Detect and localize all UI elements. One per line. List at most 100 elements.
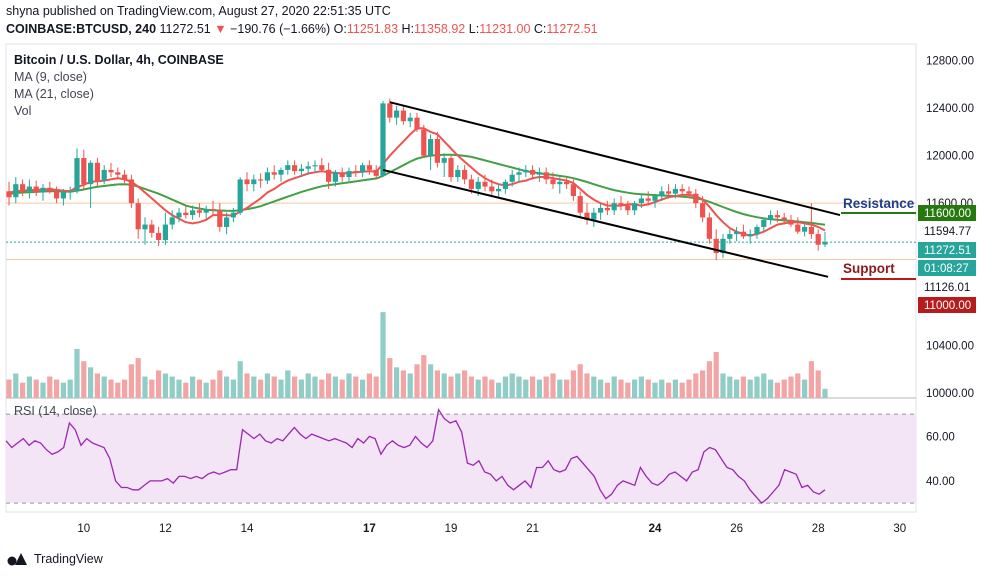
candle-body — [788, 219, 794, 225]
candle-body — [292, 165, 298, 172]
volume-bar — [448, 376, 454, 398]
candle-body — [258, 179, 264, 181]
volume-bar — [774, 382, 780, 398]
volume-bar — [618, 379, 624, 398]
volume-bar — [659, 379, 665, 398]
price-change: −190.76 (−1.66%) — [230, 22, 331, 36]
volume-bar — [795, 373, 801, 398]
candle-body — [509, 174, 515, 182]
volume-bar — [550, 373, 556, 398]
candle-body — [217, 210, 223, 227]
candle-body — [502, 181, 508, 189]
candle-body — [360, 165, 366, 173]
candle-body — [326, 169, 332, 182]
candle-body — [448, 158, 454, 178]
volume-bar — [489, 379, 495, 398]
candle-body — [734, 231, 740, 235]
volume-bar — [713, 352, 719, 398]
candle-body — [6, 191, 12, 198]
candle-body — [570, 184, 576, 197]
volume-bar — [26, 376, 32, 398]
candle-body — [183, 212, 189, 216]
volume-bar — [251, 376, 257, 398]
volume-bar — [292, 376, 298, 398]
volume-bar — [74, 348, 80, 398]
time-tick-label: 30 — [893, 523, 906, 535]
rsi-line — [5, 407, 826, 504]
volume-bar — [88, 367, 94, 398]
candle-body — [822, 242, 828, 245]
candle-body — [40, 187, 46, 193]
support-label: Support — [843, 261, 895, 276]
volume-bar — [135, 358, 141, 398]
price-tag-label: 11600.00 — [924, 208, 971, 220]
volume-bar — [54, 379, 60, 398]
candle-body — [162, 224, 168, 241]
volume-bar — [244, 373, 250, 398]
volume-bar — [142, 376, 148, 398]
rsi-legend[interactable]: RSI (14, close) — [14, 404, 97, 418]
legend-ma9[interactable]: MA (9, close) — [14, 70, 87, 84]
candle-body — [285, 165, 291, 170]
candle-body — [638, 198, 644, 204]
channel-lower-line — [382, 168, 829, 278]
volume-bar — [203, 382, 209, 398]
candle-body — [564, 181, 570, 185]
volume-bar — [346, 373, 352, 398]
annotations: Resistance Support — [841, 196, 916, 280]
descending-channel[interactable] — [382, 101, 841, 278]
time-tick-label: 17 — [363, 523, 376, 535]
volume-bar — [47, 376, 53, 398]
candle-body — [278, 169, 284, 175]
candle-body — [224, 217, 230, 227]
candle-body — [346, 171, 352, 178]
candle-body — [67, 191, 73, 193]
channel-upper-line — [389, 101, 841, 217]
price-tag-box — [918, 297, 976, 313]
candle-body — [666, 191, 672, 194]
candle-body — [237, 179, 243, 213]
time-tick-label: 12 — [159, 523, 172, 535]
volume-bar — [332, 376, 338, 398]
volume-bar — [434, 370, 440, 398]
volume-bar — [210, 379, 216, 398]
candle-body — [598, 207, 604, 213]
time-axis[interactable]: 10 12 14 17 19 21 24 26 28 30 — [77, 523, 906, 535]
candle-body — [761, 219, 767, 227]
volume-bar — [781, 379, 787, 398]
volume-bar — [604, 382, 610, 398]
price-tick-label: 12400.00 — [926, 103, 974, 115]
open-label: O: — [333, 22, 347, 36]
legend-ma21[interactable]: MA (21, close) — [14, 87, 94, 101]
candle-body — [264, 172, 270, 181]
time-tick-label: 28 — [812, 523, 825, 535]
volume-bar — [686, 379, 692, 398]
candle-body — [414, 117, 420, 130]
price-tags: 11600.00 11594.77 11272.51 01:08:27 11126.01… — [918, 205, 976, 313]
volume-bar — [666, 382, 672, 398]
volume-bar — [33, 379, 39, 398]
candle-body — [244, 179, 250, 185]
volume-bar — [190, 376, 196, 398]
volume-bar — [645, 379, 651, 398]
volume-bar — [441, 373, 447, 398]
volume-bar — [305, 373, 311, 398]
volume-bar — [128, 364, 134, 398]
volume-bar — [632, 379, 638, 398]
tradingview-logo-icon — [7, 553, 27, 566]
candle-body — [190, 210, 196, 216]
volume-bar — [285, 370, 291, 398]
rsi-tick-label: 60.00 — [926, 431, 955, 443]
chart-title[interactable]: Bitcoin / U.S. Dollar, 4h, COINBASE — [14, 53, 224, 67]
price-tick-label: 10400.00 — [926, 341, 974, 353]
volume-bar — [564, 379, 570, 398]
candle-body — [455, 169, 461, 178]
volume-bar — [224, 376, 230, 398]
price-tag-box — [918, 279, 976, 295]
volume-bar — [591, 376, 597, 398]
volume-bar — [67, 379, 73, 398]
legend-vol[interactable]: Vol — [14, 104, 32, 118]
volume-bar — [122, 379, 128, 398]
volume-bar — [81, 361, 87, 398]
